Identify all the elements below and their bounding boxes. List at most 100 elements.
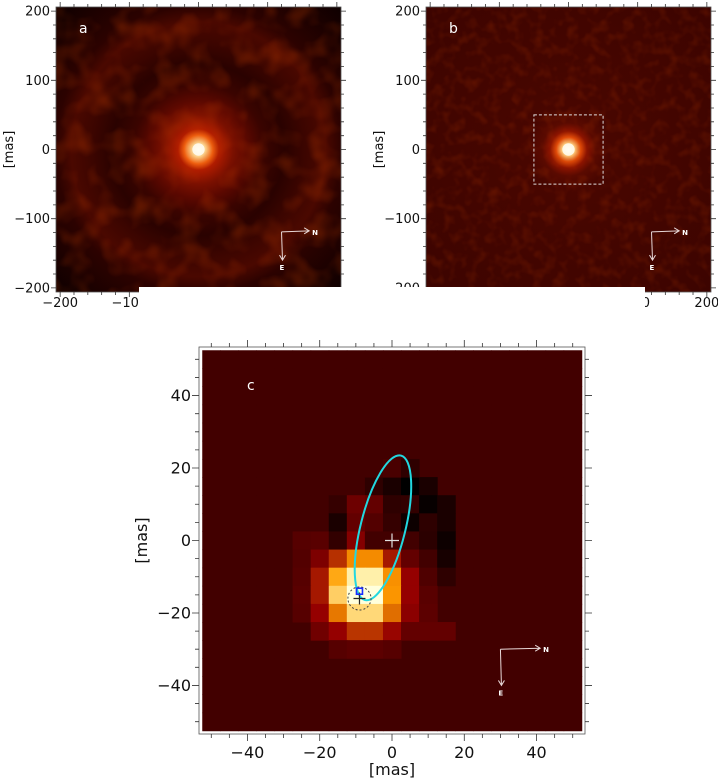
image-pixel bbox=[527, 368, 547, 387]
image-pixel bbox=[274, 622, 294, 641]
image-pixel bbox=[437, 422, 456, 442]
image-pixel bbox=[382, 477, 402, 496]
image-pixel bbox=[437, 549, 456, 569]
image-pixel bbox=[346, 350, 366, 369]
image-pixel bbox=[310, 676, 330, 696]
image-pixel bbox=[437, 350, 456, 369]
image-pixel bbox=[292, 404, 312, 424]
fit-ellipse bbox=[353, 454, 413, 602]
image-pixel bbox=[491, 531, 510, 551]
image-pixel bbox=[292, 350, 312, 369]
image-pixel bbox=[563, 676, 583, 696]
image-pixel bbox=[455, 350, 474, 369]
image-pixel bbox=[346, 712, 366, 732]
image-pixel bbox=[527, 531, 547, 551]
image-pixel bbox=[292, 585, 312, 605]
image-pixel bbox=[256, 585, 276, 605]
image-pixel bbox=[491, 694, 510, 714]
image-pixel bbox=[509, 458, 529, 478]
image-pixel bbox=[310, 658, 330, 677]
image-pixel bbox=[364, 622, 384, 641]
image-pixel bbox=[292, 368, 312, 387]
image-pixel bbox=[527, 676, 547, 696]
image-pixel bbox=[491, 712, 510, 732]
image-pixel bbox=[292, 658, 312, 677]
image-pixel bbox=[202, 513, 221, 532]
image-pixel bbox=[202, 603, 221, 623]
image-pixel bbox=[437, 567, 456, 587]
image-pixel bbox=[328, 640, 348, 659]
image-pixel bbox=[238, 404, 257, 424]
image-pixel bbox=[274, 676, 294, 696]
y-tick-label: −20 bbox=[157, 604, 191, 623]
image-pixel bbox=[563, 477, 583, 496]
image-pixel bbox=[527, 549, 547, 569]
image-pixel bbox=[545, 658, 565, 677]
image-pixel bbox=[509, 422, 529, 442]
image-pixel bbox=[382, 549, 402, 569]
image-pixel bbox=[274, 567, 294, 587]
image-pixel bbox=[220, 440, 239, 460]
image-pixel bbox=[328, 477, 348, 496]
image-pixel bbox=[238, 531, 257, 551]
image-core bbox=[192, 143, 205, 156]
image-pixel bbox=[346, 622, 366, 641]
x-axis-title: [mas] bbox=[369, 760, 415, 778]
image-pixel bbox=[455, 712, 474, 732]
image-pixel bbox=[491, 676, 510, 696]
image-pixel bbox=[455, 477, 474, 496]
north-arrow bbox=[500, 644, 542, 652]
image-pixel bbox=[256, 658, 276, 677]
image-pixel bbox=[563, 458, 583, 478]
image-pixel bbox=[509, 658, 529, 677]
image-pixel bbox=[328, 585, 348, 605]
image-pixel bbox=[419, 712, 438, 732]
image-pixel bbox=[346, 531, 366, 551]
image-pixel bbox=[328, 531, 348, 551]
image-pixel bbox=[382, 440, 402, 460]
image-pixel bbox=[310, 368, 330, 387]
image-pixel bbox=[473, 640, 492, 659]
image-pixel bbox=[473, 386, 492, 406]
image-pixel bbox=[563, 658, 583, 677]
image-pixel bbox=[364, 368, 384, 387]
image-pixel bbox=[491, 622, 510, 641]
image-pixel bbox=[346, 440, 366, 460]
image-pixel bbox=[527, 513, 547, 532]
image-pixel bbox=[401, 404, 420, 424]
image-pixel bbox=[202, 422, 221, 442]
image-pixel bbox=[419, 368, 438, 387]
image-pixel bbox=[419, 531, 438, 551]
image-pixel bbox=[419, 513, 438, 532]
square-marker bbox=[355, 587, 364, 596]
image-pixel bbox=[310, 513, 330, 532]
image-pixel bbox=[328, 549, 348, 569]
image-pixel bbox=[220, 368, 239, 387]
image-pixel bbox=[364, 422, 384, 442]
image-pixel bbox=[419, 567, 438, 587]
image-pixel bbox=[274, 712, 294, 732]
north-arrow bbox=[651, 227, 681, 235]
image-pixel bbox=[563, 549, 583, 569]
image-pixel bbox=[220, 531, 239, 551]
image-pixel bbox=[527, 712, 547, 732]
image-pixel bbox=[292, 603, 312, 623]
image-pixel bbox=[563, 640, 583, 659]
image-pixel bbox=[491, 422, 510, 442]
image-pixel bbox=[364, 350, 384, 369]
image-pixel bbox=[419, 549, 438, 569]
image-pixel bbox=[310, 694, 330, 714]
image-pixel bbox=[382, 622, 402, 641]
image-pixel bbox=[455, 495, 474, 514]
image-pixel bbox=[238, 513, 257, 532]
image-pixel bbox=[310, 531, 330, 551]
image-pixel bbox=[401, 712, 420, 732]
image-pixel bbox=[202, 368, 221, 387]
east-label: E bbox=[498, 689, 503, 697]
image-pixel bbox=[401, 549, 420, 569]
image-pixel bbox=[292, 567, 312, 587]
image-pixel bbox=[364, 513, 384, 532]
image-pixel bbox=[310, 640, 330, 659]
panel-a: NEa−200−1000100200−200−1000100200[mas][m… bbox=[2, 2, 349, 327]
